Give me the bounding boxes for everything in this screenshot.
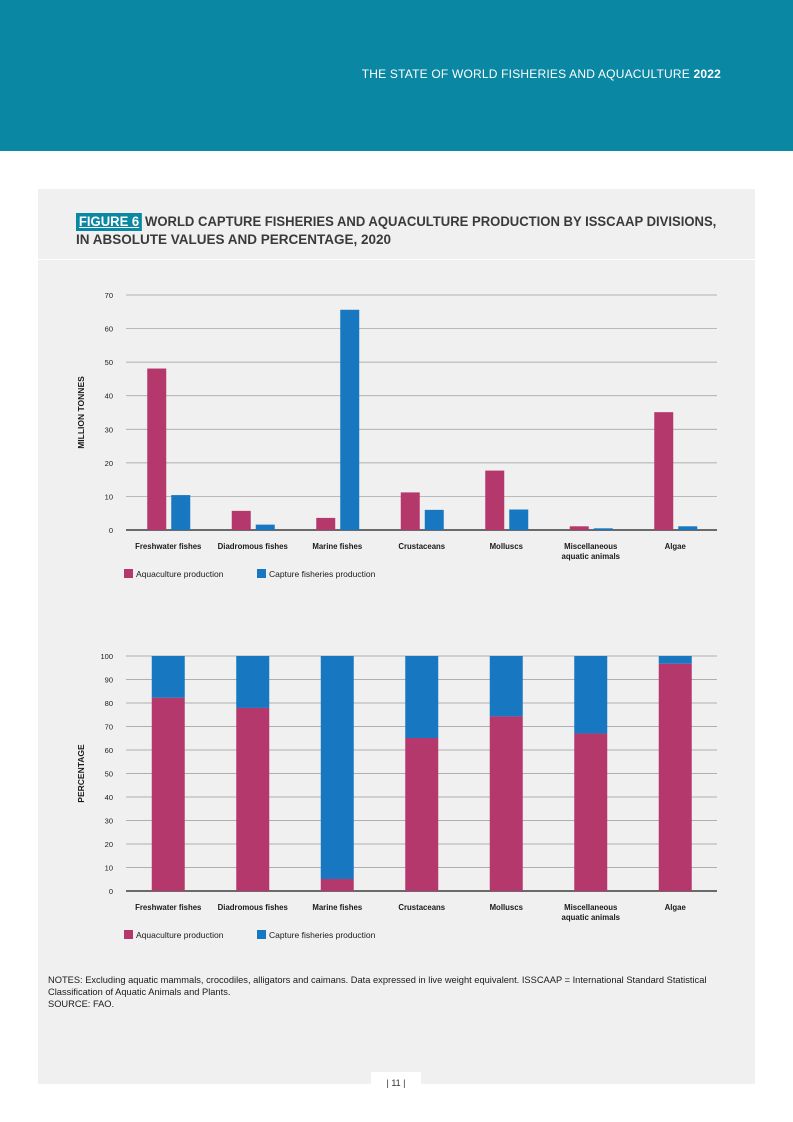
figure-title-line-1: FIGURE 6 WORLD CAPTURE FISHERIES AND AQUA… [76,213,716,231]
pct-bar-aquaculture [236,707,270,891]
figure-notes: NOTES: Excluding aquatic mammals, crocod… [48,974,728,1010]
pct-y-tick-label: 40 [105,793,113,802]
pct-y-tick-label: 20 [105,840,113,849]
abs-y-axis-label: MILLION TONNES [76,376,86,449]
pct-legend-swatch-capture [257,930,266,939]
abs-y-tick-label: 30 [105,425,113,434]
pct-category-label: Molluscs [490,903,524,912]
abs-legend-label-capture: Capture fisheries production [269,569,376,579]
abs-y-tick-label: 60 [105,325,113,334]
figure-number-badge: FIGURE 6 [76,213,143,231]
pct-bar-aquaculture [320,879,354,891]
abs-legend-label-aquaculture: Aquaculture production [136,569,224,579]
abs-category-label: Freshwater fishes [135,542,202,551]
pct-legend-label-capture: Capture fisheries production [269,930,376,940]
abs-bar-capture [509,509,529,530]
pct-y-tick-label: 30 [105,817,113,826]
figure-heading: FIGURE 6 WORLD CAPTURE FISHERIES AND AQUA… [76,213,716,249]
abs-y-tick-label: 20 [105,459,113,468]
figure-panel: FIGURE 6 WORLD CAPTURE FISHERIES AND AQUA… [38,189,755,1094]
figure-title-line-2: IN ABSOLUTE VALUES AND PERCENTAGE, 2020 [76,232,392,247]
pct-category-label: Crustaceans [398,903,445,912]
abs-y-tick-label: 0 [109,526,113,535]
abs-y-tick-label: 40 [105,392,113,401]
pct-legend-label-aquaculture: Aquaculture production [136,930,224,940]
abs-category-label: Miscellaneous [564,542,618,551]
publication-year: 2022 [693,67,721,81]
pct-bar-capture [489,656,523,717]
pct-bar-capture [658,656,692,664]
pct-y-tick-label: 90 [105,676,113,685]
abs-bar-capture [593,528,613,530]
heading-divider [38,259,755,260]
abs-category-label: Crustaceans [398,542,445,551]
publication-title: THE STATE OF WORLD FISHERIES AND AQUACUL… [362,67,721,81]
abs-legend-swatch-capture [257,569,266,578]
abs-category-label: Molluscs [490,542,524,551]
abs-legend-swatch-aquaculture [124,569,133,578]
abs-category-label: Marine fishes [312,542,362,551]
abs-y-tick-label: 70 [105,291,113,300]
pct-category-label: Marine fishes [312,903,362,912]
pct-y-tick-label: 0 [109,887,113,896]
abs-bar-capture [255,524,275,530]
pct-category-label: Miscellaneous [564,903,618,912]
abs-category-label: Diadromous fishes [218,542,289,551]
absolute-production-chart: 0 10 20 30 40 50 60 70 MILLION TONNES Freshwater … [76,291,717,579]
pct-bar-aquaculture [658,663,692,891]
abs-bar-capture [340,309,360,530]
pct-legend-swatch-aquaculture [124,930,133,939]
percentage-production-chart: 0 10 20 30 40 50 60 70 80 90 100 PERCENTAGE Freshwat… [76,652,717,940]
pct-y-tick-label: 70 [105,723,113,732]
pct-y-tick-label: 10 [105,864,113,873]
pct-y-axis-label: PERCENTAGE [76,744,86,803]
abs-y-tick-label: 10 [105,492,113,501]
abs-bar-aquaculture [569,526,589,530]
abs-bar-aquaculture [654,412,674,530]
pct-y-tick-label: 100 [100,652,113,661]
abs-bar-capture [678,526,698,530]
abs-bar-aquaculture [400,492,420,530]
pct-bar-aquaculture [574,733,608,891]
abs-category-label: Algae [665,542,687,551]
pct-category-label: Algae [665,903,687,912]
abs-y-tick-label: 50 [105,358,113,367]
abs-bar-aquaculture [316,517,336,530]
pct-category-label: aquatic animals [562,913,621,922]
page-number: | 11 | [371,1072,421,1094]
pct-y-tick-label: 60 [105,746,113,755]
pct-bar-capture [236,656,270,708]
abs-bar-aquaculture [231,510,251,530]
pct-bar-capture [151,656,185,698]
pct-category-label: Diadromous fishes [218,903,289,912]
pct-y-tick-label: 50 [105,770,113,779]
abs-bar-capture [171,495,191,530]
pct-category-label: Freshwater fishes [135,903,202,912]
publication-title-main: THE STATE OF WORLD FISHERIES AND AQUACUL… [361,67,690,81]
pct-bar-capture [574,656,608,734]
header-banner: THE STATE OF WORLD FISHERIES AND AQUACUL… [0,0,793,151]
notes-text: NOTES: Excluding aquatic mammals, crocod… [48,975,707,997]
abs-category-label: aquatic animals [562,552,621,561]
pct-bar-capture [405,656,439,739]
source-text: SOURCE: FAO. [48,999,115,1009]
pct-y-tick-label: 80 [105,699,113,708]
abs-bar-aquaculture [485,470,505,530]
pct-bar-aquaculture [405,738,439,891]
pct-bar-capture [320,656,354,880]
pct-bar-aquaculture [151,697,185,891]
abs-bar-aquaculture [147,368,167,530]
abs-bar-capture [424,509,444,530]
pct-bar-aquaculture [489,716,523,891]
figure-title-text-1: WORLD CAPTURE FISHERIES AND AQUACULTURE … [145,214,717,229]
